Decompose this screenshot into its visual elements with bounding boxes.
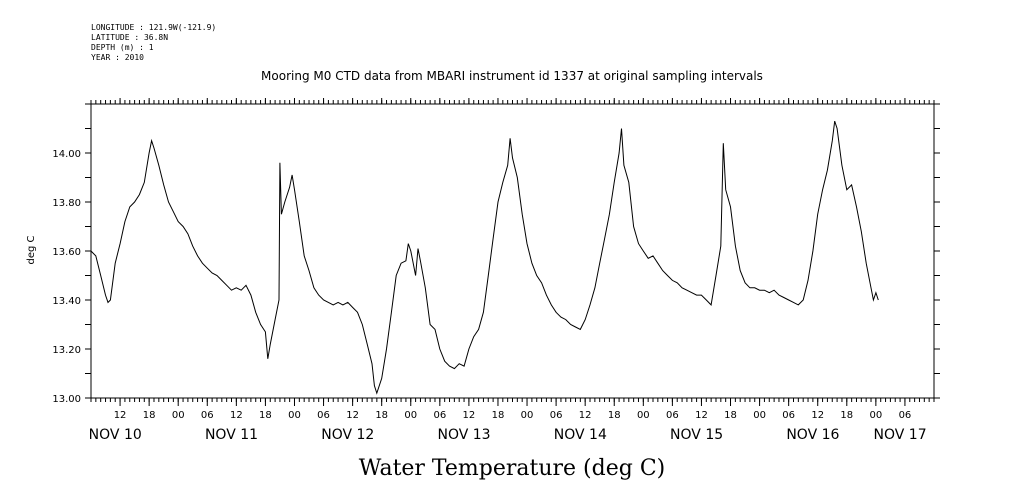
x-tick-label: 12	[695, 410, 708, 421]
x-tick-label: 18	[840, 410, 853, 421]
x-tick-label: 00	[869, 410, 882, 421]
x-tick-label: 12	[579, 410, 592, 421]
date-label: NOV 12	[321, 427, 374, 443]
x-tick-label: 18	[724, 410, 737, 421]
y-tick-label: 14.00	[52, 149, 81, 160]
chart-title: Mooring M0 CTD data from MBARI instrumen…	[261, 69, 763, 83]
x-tick-label: 12	[346, 410, 359, 421]
x-tick-label: 06	[433, 410, 446, 421]
x-tick-label: 12	[230, 410, 243, 421]
x-tick-label: 18	[143, 410, 156, 421]
date-label: NOV 15	[670, 427, 723, 443]
x-tick-label: 00	[753, 410, 766, 421]
x-tick-label: 18	[375, 410, 388, 421]
y-axis: 13.00 13.20 13.40 13.60 13.80 14.00	[52, 103, 940, 405]
y-tick-label: 13.00	[52, 394, 81, 405]
date-axis: NOV 10 NOV 11 NOV 12 NOV 13 NOV 14 NOV 15 NOV …	[89, 427, 927, 443]
x-tick-label: 06	[201, 410, 214, 421]
x-tick-label: 18	[608, 410, 621, 421]
x-axis: 12 18 00 06 12 18 00 06 12 18 00 06 12 18 00 06 12 18 00 06…	[114, 98, 912, 421]
x-tick-label: 12	[811, 410, 824, 421]
x-tick-label: 06	[317, 410, 330, 421]
x-tick-label: 06	[782, 410, 795, 421]
water-temperature-line	[90, 120, 879, 395]
minor-tick-group	[90, 100, 935, 402]
x-tick-label: 18	[259, 410, 272, 421]
y-axis-label: deg C	[26, 235, 37, 264]
x-axis-caption: Water Temperature (deg C)	[359, 456, 666, 481]
year-text: YEAR : 2010	[91, 53, 144, 62]
y-tick-label: 13.40	[52, 296, 81, 307]
y-tick-label: 13.80	[52, 198, 81, 209]
x-tick-label: 06	[899, 410, 912, 421]
date-label: NOV 11	[205, 427, 258, 443]
x-tick-label: 00	[404, 410, 417, 421]
x-tick-label: 00	[637, 410, 650, 421]
x-tick-label: 00	[172, 410, 185, 421]
y-tick-label: 13.20	[52, 345, 81, 356]
x-tick-label: 06	[550, 410, 563, 421]
x-tick-label: 00	[288, 410, 301, 421]
x-tick-label: 00	[521, 410, 534, 421]
metadata-block: LONGITUDE : 121.9W(-121.9) LATITUDE : 36…	[91, 23, 216, 62]
date-label: NOV 17	[874, 427, 927, 443]
date-label: NOV 10	[89, 427, 142, 443]
x-tick-label: 12	[463, 410, 476, 421]
latitude-text: LATITUDE : 36.8N	[91, 33, 168, 42]
y-tick-label: 13.60	[52, 247, 81, 258]
x-tick-label: 12	[114, 410, 127, 421]
longitude-text: LONGITUDE : 121.9W(-121.9)	[91, 23, 216, 32]
date-label: NOV 14	[554, 427, 607, 443]
plot-frame	[90, 103, 935, 399]
x-tick-label: 06	[666, 410, 679, 421]
depth-text: DEPTH (m) : 1	[91, 43, 154, 52]
date-label: NOV 13	[438, 427, 491, 443]
date-label: NOV 16	[786, 427, 839, 443]
x-tick-label: 18	[492, 410, 505, 421]
